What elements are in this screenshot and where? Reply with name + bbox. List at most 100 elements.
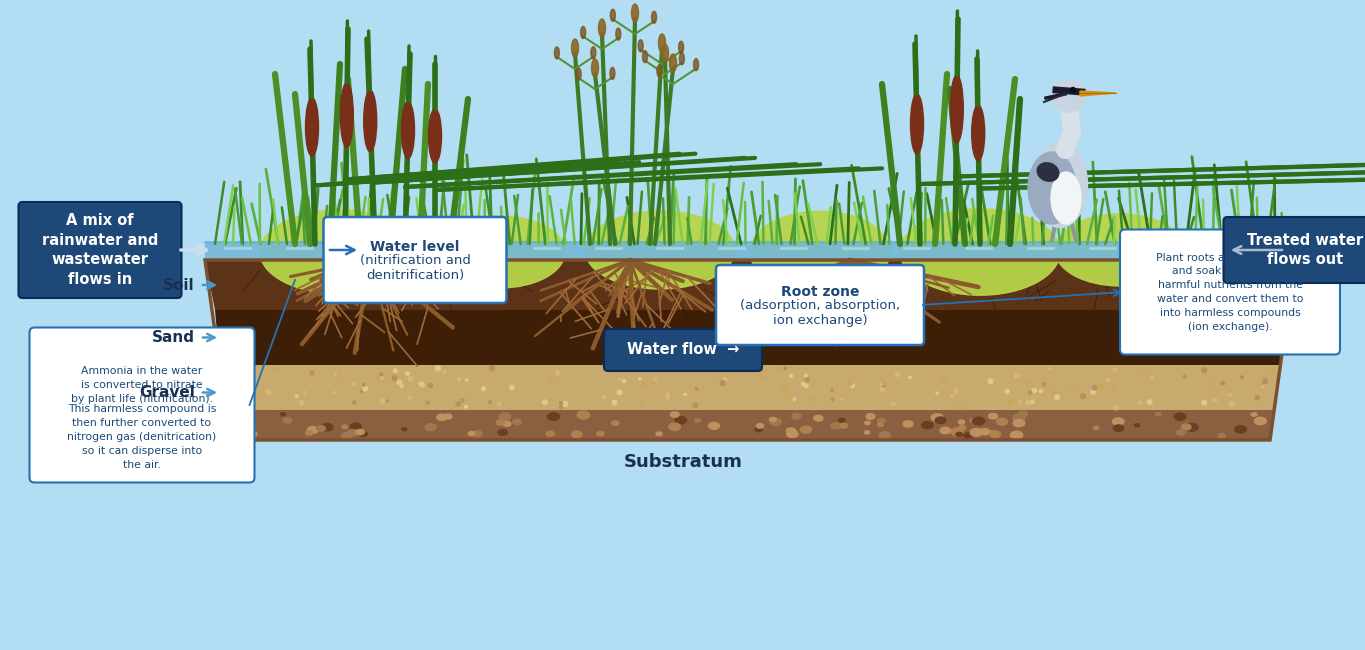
- Ellipse shape: [680, 53, 684, 65]
- Circle shape: [408, 376, 414, 381]
- Ellipse shape: [878, 419, 885, 423]
- Circle shape: [1114, 368, 1117, 370]
- Text: Treated water
flows out: Treated water flows out: [1248, 233, 1364, 267]
- Circle shape: [1092, 385, 1097, 390]
- Ellipse shape: [1013, 414, 1025, 422]
- Ellipse shape: [437, 414, 446, 421]
- Bar: [205, 242, 1295, 260]
- FancyBboxPatch shape: [1121, 229, 1340, 354]
- Ellipse shape: [990, 431, 1001, 437]
- Ellipse shape: [612, 421, 618, 425]
- Circle shape: [894, 402, 895, 406]
- Ellipse shape: [643, 51, 647, 62]
- Ellipse shape: [610, 68, 616, 79]
- Circle shape: [723, 372, 726, 375]
- Circle shape: [1228, 401, 1234, 406]
- Ellipse shape: [838, 418, 845, 422]
- Ellipse shape: [425, 424, 437, 431]
- Ellipse shape: [1032, 142, 1088, 228]
- Circle shape: [988, 379, 992, 384]
- Ellipse shape: [356, 430, 364, 435]
- Ellipse shape: [281, 413, 285, 416]
- Ellipse shape: [348, 430, 358, 436]
- Ellipse shape: [958, 420, 965, 424]
- Circle shape: [1052, 391, 1055, 395]
- Ellipse shape: [1252, 413, 1257, 416]
- Circle shape: [235, 388, 236, 390]
- Circle shape: [640, 401, 644, 406]
- Circle shape: [360, 390, 363, 393]
- Polygon shape: [220, 365, 1280, 410]
- Ellipse shape: [513, 419, 521, 424]
- Circle shape: [804, 384, 808, 388]
- Circle shape: [612, 400, 617, 405]
- Circle shape: [936, 392, 938, 395]
- Circle shape: [392, 376, 397, 380]
- Circle shape: [426, 401, 429, 404]
- Ellipse shape: [1182, 424, 1192, 430]
- Ellipse shape: [591, 47, 597, 58]
- Ellipse shape: [1018, 411, 1028, 417]
- Circle shape: [1055, 395, 1059, 400]
- Ellipse shape: [972, 105, 984, 161]
- Circle shape: [1052, 80, 1085, 112]
- Ellipse shape: [756, 424, 763, 428]
- Text: This harmless compound is
then further converted to
nitrogen gas (denitrication): This harmless compound is then further c…: [67, 404, 217, 470]
- Circle shape: [1201, 368, 1207, 372]
- Ellipse shape: [1218, 434, 1226, 438]
- Ellipse shape: [1093, 426, 1099, 430]
- Circle shape: [1099, 385, 1103, 389]
- Circle shape: [1203, 400, 1207, 405]
- Ellipse shape: [786, 428, 796, 434]
- Ellipse shape: [586, 211, 734, 289]
- Ellipse shape: [996, 419, 1007, 425]
- Circle shape: [384, 373, 386, 376]
- Circle shape: [954, 389, 958, 393]
- Circle shape: [669, 369, 672, 371]
- Ellipse shape: [498, 430, 508, 436]
- Circle shape: [805, 378, 809, 382]
- Circle shape: [379, 373, 382, 376]
- Circle shape: [377, 376, 381, 381]
- Circle shape: [333, 391, 336, 394]
- Text: Soil: Soil: [164, 278, 195, 292]
- Ellipse shape: [554, 47, 560, 59]
- Ellipse shape: [1177, 430, 1185, 436]
- Ellipse shape: [951, 428, 964, 436]
- Ellipse shape: [632, 4, 639, 22]
- Circle shape: [639, 378, 642, 380]
- Ellipse shape: [900, 209, 1061, 295]
- Ellipse shape: [1156, 412, 1162, 416]
- Ellipse shape: [363, 90, 377, 151]
- Ellipse shape: [1055, 214, 1185, 286]
- Ellipse shape: [878, 423, 883, 426]
- Circle shape: [420, 384, 425, 387]
- Ellipse shape: [800, 426, 812, 433]
- Ellipse shape: [341, 425, 348, 429]
- Circle shape: [777, 367, 781, 370]
- Text: Ammonia in the water
is converted to nitrate
by plant life (nitrification).: Ammonia in the water is converted to nit…: [71, 366, 213, 404]
- Ellipse shape: [935, 417, 946, 424]
- Ellipse shape: [401, 428, 407, 431]
- Circle shape: [273, 369, 276, 371]
- Ellipse shape: [577, 411, 590, 419]
- Circle shape: [848, 381, 852, 385]
- Circle shape: [1220, 381, 1224, 385]
- Circle shape: [1143, 372, 1145, 374]
- Circle shape: [1254, 396, 1259, 400]
- Circle shape: [1031, 400, 1033, 404]
- Text: Gravel: Gravel: [139, 385, 195, 400]
- Circle shape: [667, 392, 669, 394]
- Circle shape: [310, 371, 314, 375]
- Ellipse shape: [597, 432, 605, 436]
- Ellipse shape: [971, 428, 983, 436]
- Circle shape: [254, 393, 255, 395]
- Circle shape: [556, 370, 560, 374]
- Ellipse shape: [497, 420, 505, 425]
- Circle shape: [482, 387, 486, 391]
- Circle shape: [1183, 375, 1186, 378]
- Circle shape: [1244, 370, 1246, 373]
- Circle shape: [562, 402, 568, 406]
- Ellipse shape: [839, 423, 848, 428]
- Circle shape: [461, 399, 464, 402]
